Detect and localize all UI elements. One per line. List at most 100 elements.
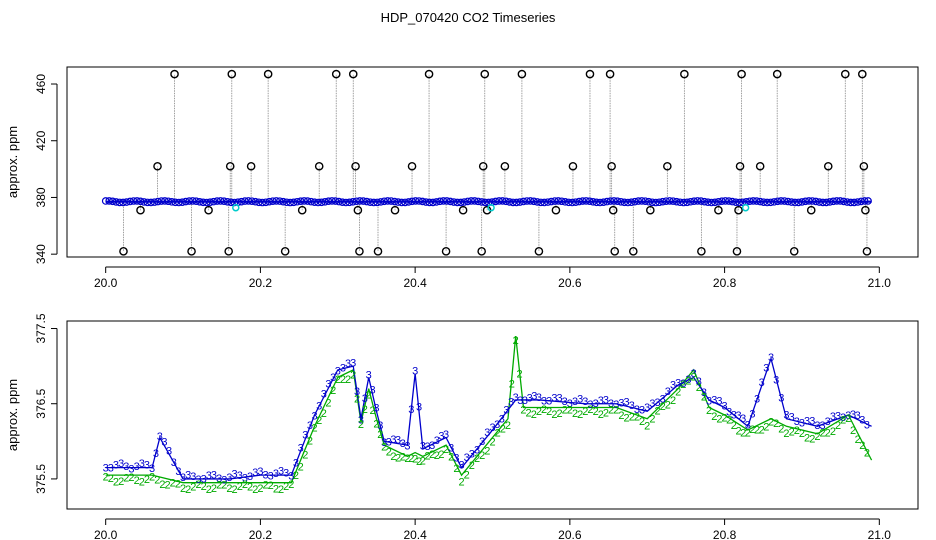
top-y-axis-label: approx. ppm: [5, 126, 20, 198]
top-spike-point: [480, 69, 490, 79]
bottom-series-2-marker: 2: [354, 393, 360, 405]
top-spike-point: [263, 69, 273, 79]
bottom-series-2-marker: 2: [103, 472, 109, 484]
bottom-series-2-marker: 2: [618, 410, 624, 422]
bottom-x-tick-label: 21.0: [868, 528, 892, 540]
bottom-series-2-marker: 2: [749, 424, 755, 436]
bottom-series-2-marker: 2: [722, 413, 728, 425]
bottom-series-2-marker: 2: [675, 387, 681, 399]
bottom-series-3-marker: 3: [489, 422, 495, 434]
top-spike-point: [734, 205, 743, 215]
bottom-series-3-marker: 3: [268, 471, 274, 483]
bottom-series-2-marker: 2: [745, 428, 751, 440]
top-spike-point: [772, 69, 782, 79]
bottom-series-3-marker: 3: [325, 378, 331, 390]
bottom-series-3-marker: 3: [845, 410, 851, 422]
bottom-series-3-marker: 3: [722, 400, 728, 412]
bottom-series-2-marker: 2: [412, 454, 418, 466]
bottom-series-2-marker: 2: [458, 476, 464, 488]
bottom-series-2-marker: 2: [128, 472, 134, 484]
bottom-series-3-marker: 3: [716, 395, 722, 407]
bottom-series-3-marker: 3: [517, 395, 523, 407]
bottom-series-3-marker: 3: [453, 453, 459, 465]
bottom-series-2-marker: 2: [288, 479, 294, 491]
bottom-series-3-marker: 3: [639, 404, 645, 416]
bottom-series-2-marker: 2: [298, 461, 304, 473]
bottom-series-2-marker: 2: [716, 414, 722, 426]
bottom-series-2-marker: 2: [395, 452, 401, 464]
bottom-series-3-marker: 3: [479, 436, 485, 448]
bottom-series-2-marker: 2: [474, 453, 480, 465]
bottom-series-2-marker: 2: [180, 483, 186, 495]
bottom-series-3-marker: 3: [522, 395, 528, 407]
bottom-series-2-marker: 2: [701, 392, 707, 404]
bottom-series-2-marker: 2: [726, 414, 732, 426]
top-spike-point: [680, 69, 689, 79]
bottom-series-2-marker: 2: [330, 385, 336, 397]
top-spike-point: [424, 69, 434, 79]
bottom-series-2-marker: 2: [316, 415, 322, 427]
bottom-series-3-marker: 3: [443, 429, 449, 441]
top-y-tick-label: 460: [34, 74, 48, 94]
bottom-series-3-marker: 3: [536, 392, 542, 404]
bottom-series-3-marker: 3: [185, 469, 191, 481]
bottom-series-3-marker: 3: [680, 378, 686, 390]
bottom-series-2-marker: 2: [307, 435, 313, 447]
bottom-series-3-marker: 3: [370, 385, 376, 397]
top-spike-point: [373, 247, 383, 256]
top-spike-point: [517, 69, 527, 79]
bottom-series-3-marker: 3: [685, 374, 691, 386]
bottom-series-3-marker: 3: [438, 430, 444, 442]
bottom-series-3-marker: 3: [362, 393, 368, 405]
bottom-series-2-marker: 2: [263, 479, 269, 491]
bottom-series-2-marker: 2: [763, 422, 769, 434]
bottom-series-2-marker: 2: [185, 484, 191, 496]
bottom-series-2-marker: 2: [825, 427, 831, 439]
bottom-series-3-marker: 3: [161, 436, 167, 448]
bottom-series-3-marker: 3: [180, 472, 186, 484]
bottom-series-3-marker: 3: [321, 388, 327, 400]
bottom-series-2-marker: 2: [335, 374, 341, 386]
top-spike-point: [407, 161, 417, 171]
bottom-series-2-marker: 2: [424, 451, 430, 463]
bottom-series-2-marker: 2: [572, 408, 578, 420]
bottom-series-3-marker: 3: [412, 366, 418, 378]
bottom-series-2-marker: 2: [438, 449, 444, 461]
top-x-tick-label: 21.0: [868, 276, 892, 290]
top-spike-point: [789, 247, 799, 256]
bottom-series-2-marker: 2: [505, 420, 511, 432]
bottom-series-2-marker: 2: [814, 431, 820, 443]
top-x-axis: 20.0 20.2 20.4 20.6 20.8 21.0: [94, 266, 892, 290]
bottom-series-2-marker: 2: [654, 405, 660, 417]
bottom-y-tick-label: 375.5: [34, 464, 48, 494]
bottom-series-3-marker: 3: [593, 398, 599, 410]
bottom-series-3-marker: 3: [377, 420, 383, 432]
top-x-tick-label: 20.0: [94, 276, 118, 290]
bottom-series-3-marker: 3: [629, 400, 635, 412]
bottom-series-3-marker: 3: [373, 403, 379, 415]
bottom-series-3-marker: 3: [354, 386, 360, 398]
bottom-series-3-marker: 3: [567, 398, 573, 410]
bottom-series-2-marker: 2: [479, 450, 485, 462]
top-spike-point: [840, 69, 850, 79]
bottom-series-3-marker: 3: [859, 414, 865, 426]
bottom-series-2-marker: 2: [850, 425, 856, 437]
bottom-series-3-marker: 3: [404, 441, 410, 453]
top-spike-point: [297, 205, 307, 215]
bottom-series-2-marker: 2: [325, 398, 331, 410]
top-x-tick-label: 20.8: [713, 276, 737, 290]
top-spike-point: [859, 161, 869, 171]
bottom-series-3-marker: 3: [257, 466, 263, 478]
bottom-series-2-marker: 2: [252, 484, 258, 496]
top-spike-point: [224, 247, 233, 256]
bottom-series-3-marker: 3: [778, 392, 784, 404]
bottom-series-2-marker: 2: [377, 429, 383, 441]
top-spike-point: [755, 161, 765, 171]
bottom-series-3-marker: 3: [386, 436, 392, 448]
bottom-series-2-marker: 2: [237, 481, 243, 493]
top-baseline-layer: [101, 197, 872, 212]
bottom-series-3-marker: 3: [759, 377, 765, 389]
top-spike-point: [861, 205, 870, 215]
bottom-series-2-marker: 2: [778, 423, 784, 435]
